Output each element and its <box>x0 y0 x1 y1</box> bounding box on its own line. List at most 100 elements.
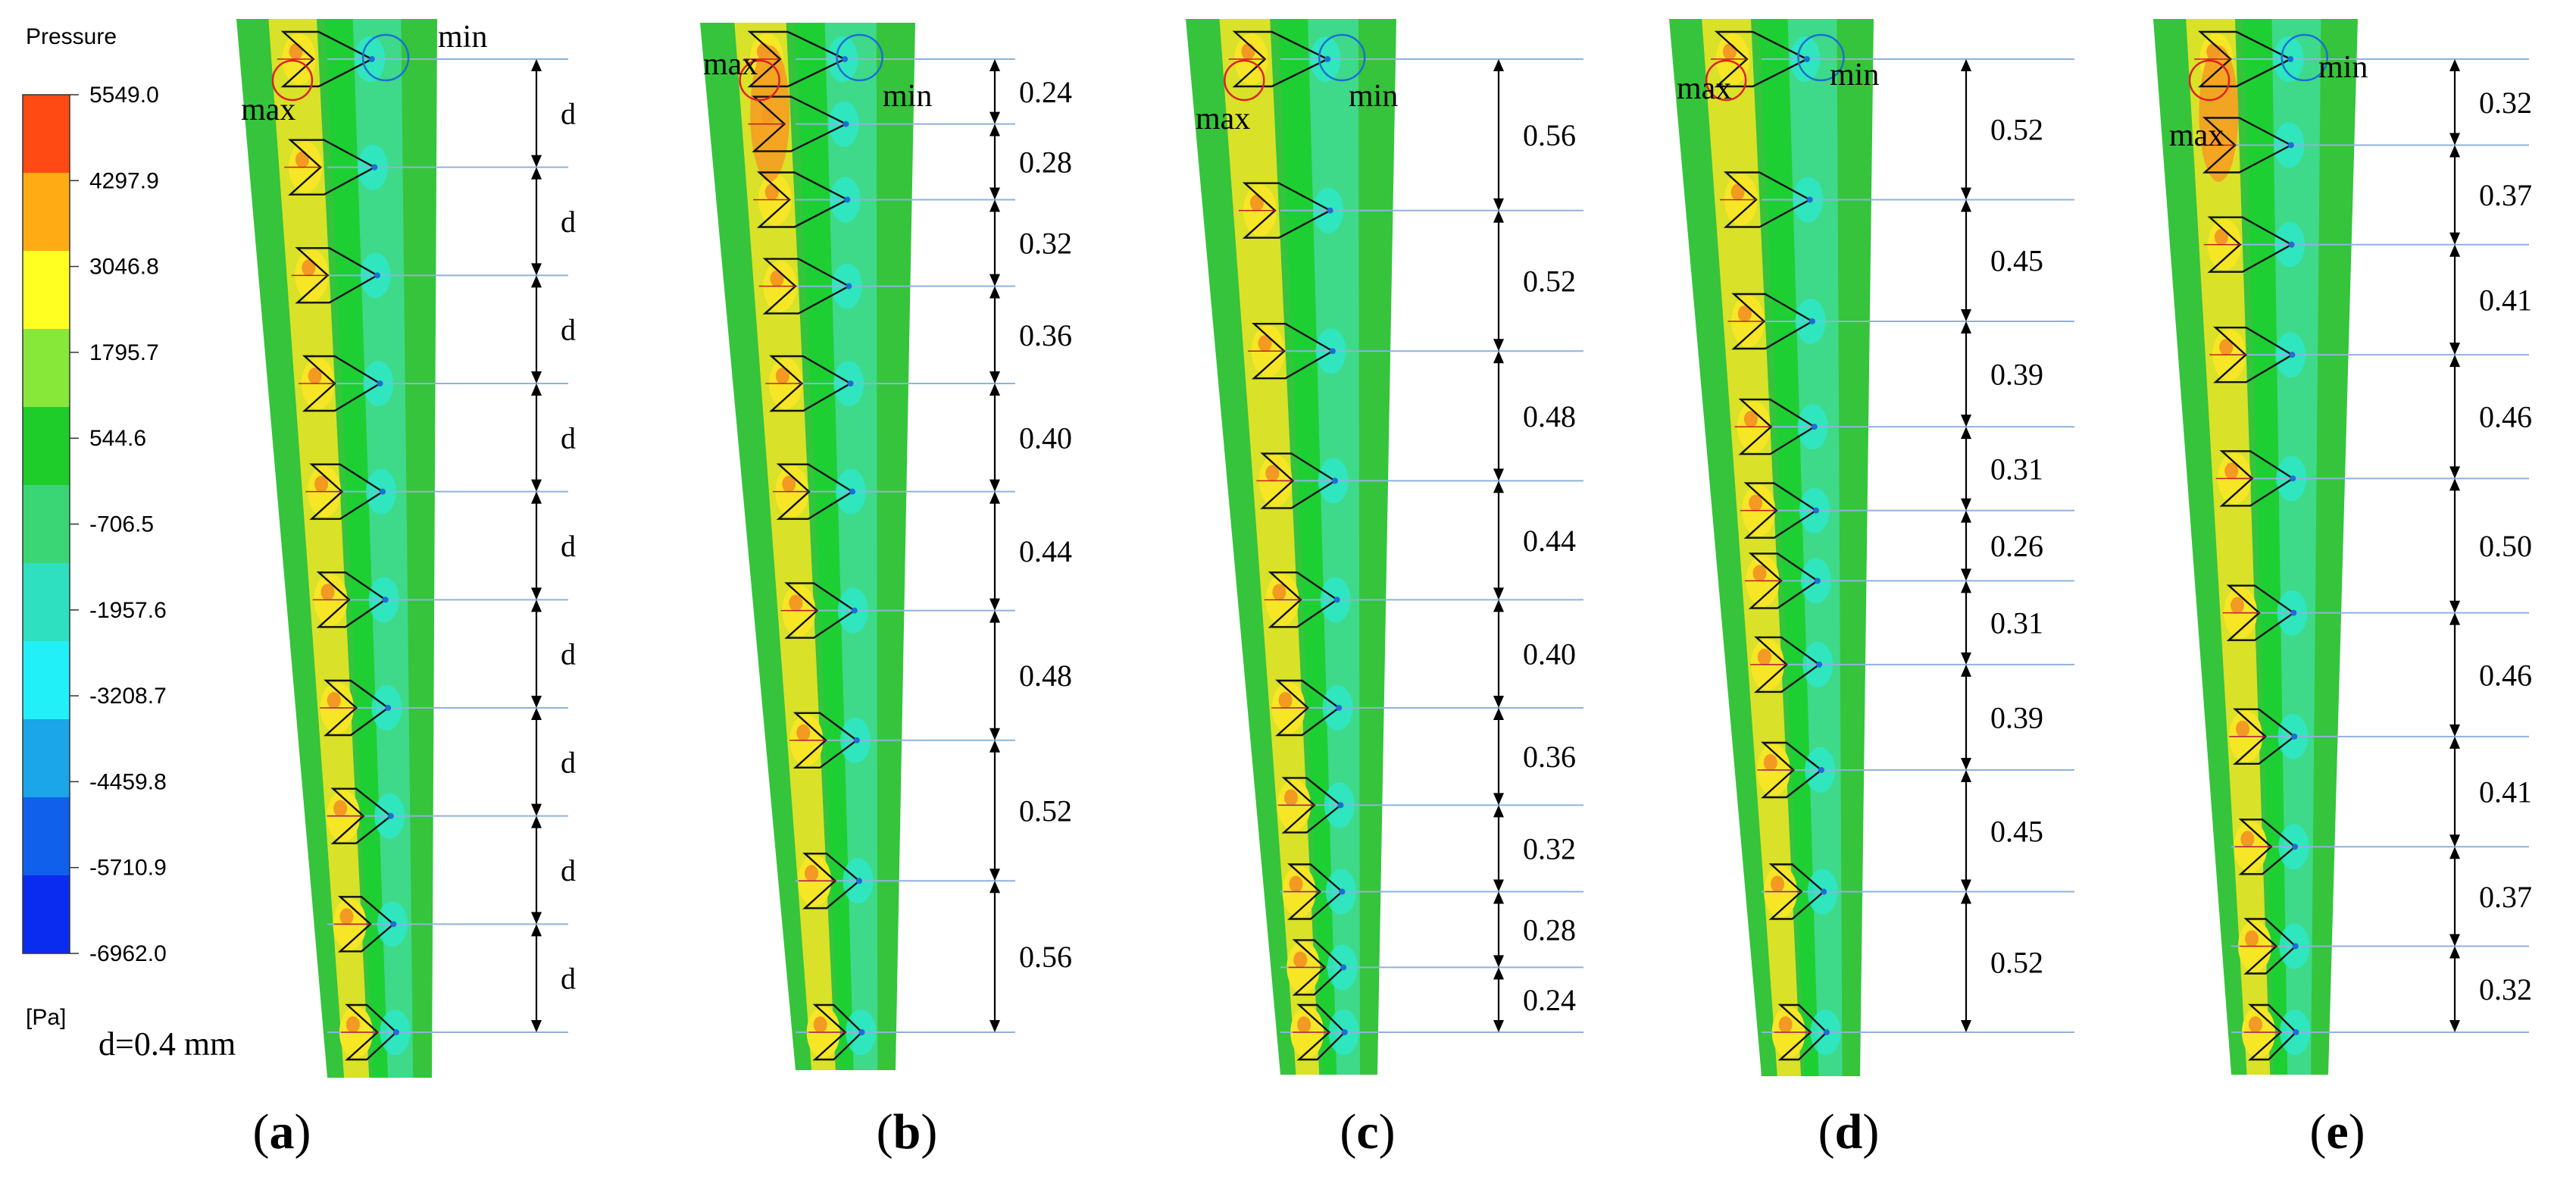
segment-label: 0.45 <box>1990 244 2043 278</box>
chevron-tip-dot <box>1814 578 1821 584</box>
chevron-marker <box>792 712 858 768</box>
chevron-marker <box>1748 553 1820 609</box>
center-band <box>795 23 854 1070</box>
hot-spot <box>813 1016 827 1033</box>
pressure-spots <box>1716 33 1841 1058</box>
hot-spot <box>1249 194 1264 211</box>
arrow-down-icon <box>1961 879 1971 892</box>
arrow-down-icon <box>2449 466 2460 479</box>
arrow-down-icon <box>2449 1020 2460 1032</box>
hot-spot <box>775 368 789 384</box>
max-label: max <box>2169 118 2224 153</box>
hot-spot <box>1241 43 1255 60</box>
segment-label: 0.31 <box>1990 606 2043 640</box>
arrow-up-icon <box>1493 891 1504 904</box>
arrow-up-icon <box>2449 244 2460 257</box>
min-label: min <box>1349 79 1398 114</box>
arrow-up-icon <box>1961 510 1971 523</box>
legend-swatch <box>23 797 70 876</box>
chevron-marker <box>2226 584 2296 641</box>
hot-spot <box>1278 692 1293 709</box>
min-circle-icon <box>1797 33 1845 82</box>
legend-swatch <box>23 719 70 798</box>
segment-label: 0.46 <box>2479 658 2532 692</box>
extreme-markers: max min <box>1196 33 1398 136</box>
segment-label: 0.32 <box>2479 86 2532 120</box>
chevron-tip-dot <box>1818 767 1824 774</box>
arrow-down-icon <box>1961 568 1971 581</box>
arrow-down-icon <box>1493 793 1504 806</box>
segment-label: 0.52 <box>1019 794 1072 828</box>
segment-label: 0.46 <box>2479 400 2532 434</box>
hot-spot <box>770 270 784 287</box>
segment-label: d <box>561 205 576 239</box>
hot-spot <box>2245 930 2259 947</box>
segment-label: 0.24 <box>1019 75 1072 109</box>
segment-label: 0.32 <box>2479 972 2532 1006</box>
segment-label: 0.41 <box>2479 775 2532 809</box>
segment-label: 0.41 <box>2479 283 2532 317</box>
low-pressure-band <box>2271 19 2321 1075</box>
segment-label: 0.52 <box>1523 264 1576 298</box>
arrow-up-icon <box>2449 59 2460 71</box>
hot-spot <box>796 724 811 741</box>
chevron-tip-dot <box>843 121 849 127</box>
arrow-up-icon <box>1961 581 1971 593</box>
arrow-up-icon <box>1493 805 1504 818</box>
chevron-tip-dot <box>1336 705 1343 711</box>
segment-label: 0.56 <box>1523 118 1576 152</box>
legend-title: Pressure <box>26 24 117 49</box>
legend-swatch <box>23 173 70 252</box>
hot-spot <box>327 692 341 709</box>
arrow-down-icon <box>989 111 1000 124</box>
arrow-up-icon <box>1961 321 1971 333</box>
chevron-marker <box>2248 1003 2298 1061</box>
min-label: min <box>2318 50 2368 85</box>
segment-label: 0.40 <box>1019 421 1072 455</box>
segment-label: d <box>561 96 576 130</box>
chevron-tip-dot <box>377 380 383 387</box>
arrow-down-icon <box>989 479 1000 492</box>
arrow-up-icon <box>1493 599 1504 612</box>
arrow-down-icon <box>531 155 542 167</box>
extreme-markers: max min <box>241 20 487 127</box>
panel-d: max min0.520.450.390.310.260.310.390.450.… <box>1669 19 2074 1160</box>
legend-tick-label: -3208.7 <box>89 684 167 709</box>
chevron-tip-dot <box>2289 352 2296 358</box>
arrow-down-icon <box>989 598 1000 611</box>
arrow-up-icon <box>2449 847 2460 859</box>
arrow-down-icon <box>531 696 542 708</box>
hot-spot <box>314 475 329 493</box>
chevron-markers <box>2194 30 2299 1061</box>
chevron-tip-dot <box>1813 507 1820 514</box>
chevron-marker <box>1761 741 1823 799</box>
arrow-down-icon <box>989 1020 1000 1032</box>
segment-label: 0.48 <box>1019 659 1072 693</box>
chevron-tip-dot <box>387 812 394 819</box>
chevron-marker <box>280 30 374 88</box>
arrow-down-icon <box>531 1020 542 1032</box>
hot-spot <box>1293 951 1308 969</box>
channel-body <box>1669 19 1874 1076</box>
hot-spot <box>302 259 316 277</box>
chevron-tip-dot <box>2292 943 2299 950</box>
chevron-tip-dot <box>382 596 389 603</box>
chevron-tip-dot <box>847 380 854 387</box>
legend-tick-label: 3046.8 <box>89 255 159 280</box>
chevron-tip-dot <box>1327 207 1333 214</box>
chevron-markers <box>1228 30 1348 1061</box>
legend-tick-label: -706.5 <box>89 512 154 537</box>
chevron-tip-dot <box>2290 475 2296 482</box>
chevron-tip-dot <box>858 1029 865 1035</box>
hot-spot <box>805 865 819 882</box>
chevron-tip-dot <box>1816 661 1823 668</box>
hot-spot <box>1265 465 1280 482</box>
panel-caption: (d) <box>1818 1104 1880 1160</box>
chevron-tip-dot <box>846 283 852 290</box>
chevron-marker <box>1714 30 1809 88</box>
chevron-tip-dot <box>1806 196 1813 203</box>
segment-label: 0.40 <box>1523 637 1576 671</box>
chevron-tip-dot <box>2287 142 2294 149</box>
chevron-tip-dot <box>1339 888 1346 895</box>
arrow-down-icon <box>1961 758 1971 771</box>
